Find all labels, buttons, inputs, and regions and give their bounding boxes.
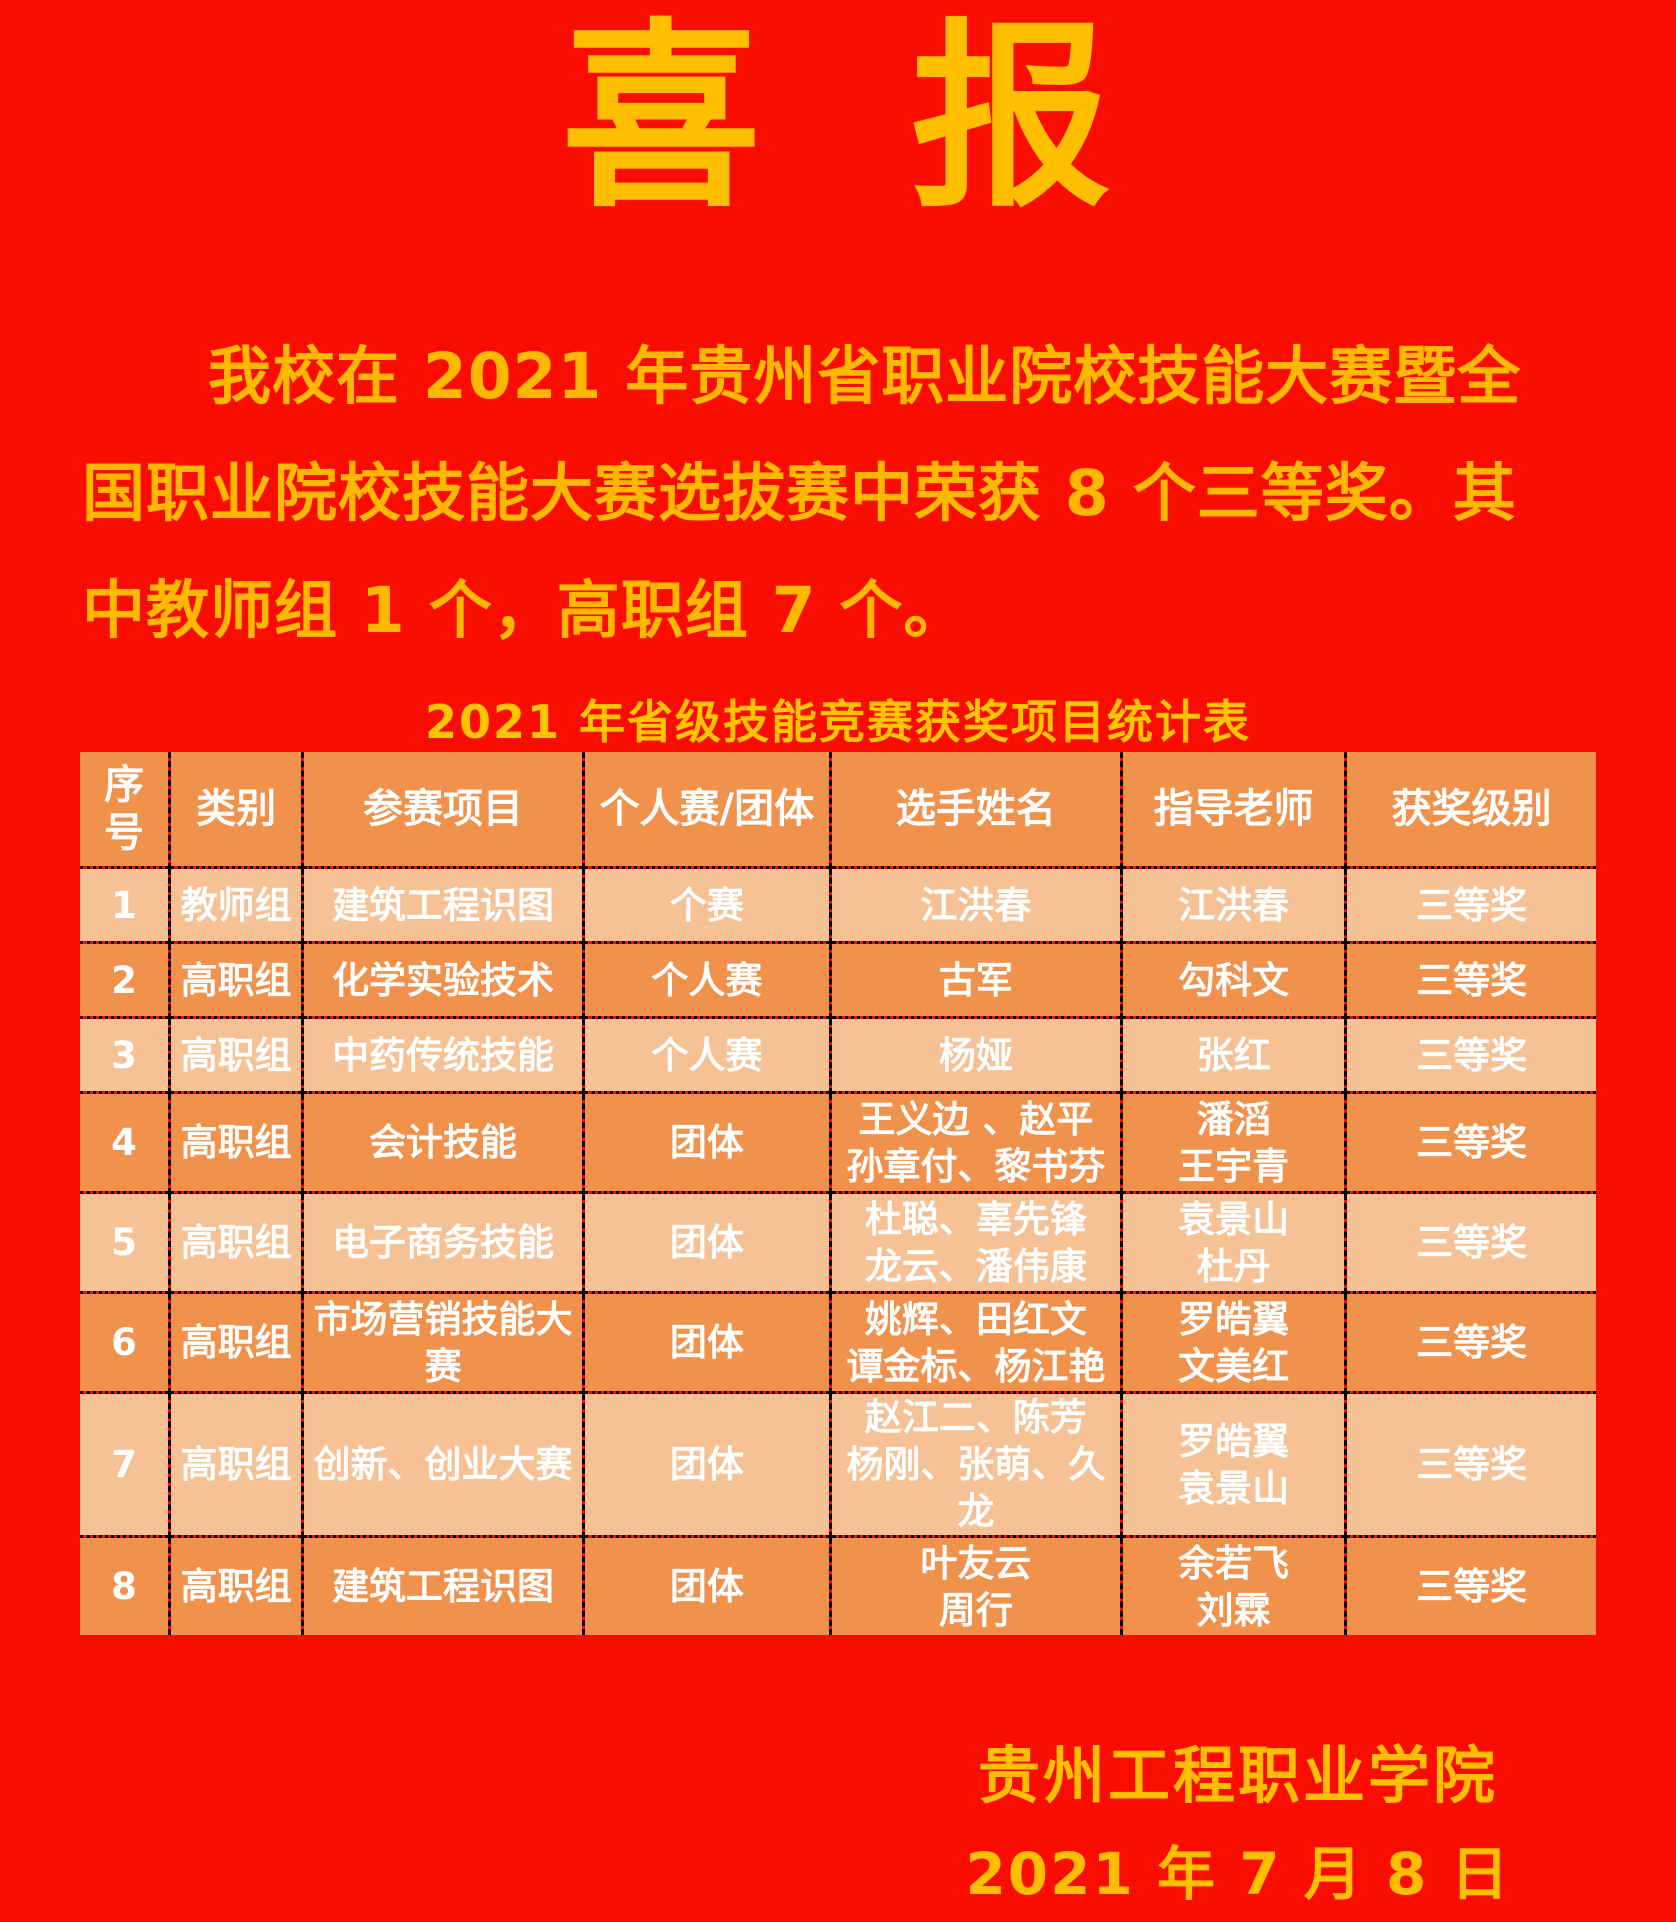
cell-award: 三等奖: [1345, 1092, 1596, 1194]
intro-paragraph: 我校在 2021 年贵州省职业院校技能大赛暨全 国职业院校技能大赛选拔赛中荣获 …: [82, 340, 1522, 647]
cell-award: 三等奖: [1345, 1017, 1596, 1094]
header-teachers: 指导老师: [1121, 752, 1348, 869]
cell-type: 团体: [583, 1536, 832, 1635]
school-name: 贵州工程职业学院: [977, 1739, 1498, 1812]
table-row: 1 教师组 建筑工程识图 个赛 江洪春 江洪春 三等奖: [80, 867, 1596, 944]
cell-project: 建筑工程识图: [302, 867, 585, 944]
cell-teachers: 张红: [1121, 1017, 1348, 1094]
table-row: 2 高职组 化学实验技术 个人赛 古军 勾科文 三等奖: [80, 942, 1596, 1019]
cell-serial: 6: [80, 1292, 171, 1394]
table-title: 2021 年省级技能竞赛获奖项目统计表: [424, 695, 1252, 749]
cell-serial: 8: [80, 1536, 171, 1635]
cell-award: 三等奖: [1345, 1392, 1596, 1538]
cell-teachers: 江洪春: [1121, 867, 1348, 944]
table-row: 3 高职组 中药传统技能 个人赛 杨娅 张红 三等奖: [80, 1017, 1596, 1094]
cell-serial: 1: [80, 867, 171, 944]
table-row: 5 高职组 电子商务技能 团体 杜聪、辜先锋 龙云、潘伟康 袁景山 杜丹 三等奖: [80, 1192, 1596, 1294]
cell-serial: 2: [80, 942, 171, 1019]
cell-serial: 3: [80, 1017, 171, 1094]
cell-players: 赵江二、陈芳 杨刚、张萌、久龙: [830, 1392, 1123, 1538]
cell-award: 三等奖: [1416, 1565, 1528, 1608]
cell-award: 三等奖: [1345, 1192, 1596, 1294]
cell-award: 三等奖: [1345, 1292, 1596, 1394]
cell-players: 杜聪、辜先锋 龙云、潘伟康: [830, 1192, 1123, 1294]
cell-award: 三等奖: [1345, 867, 1596, 944]
cell-players: 姚辉、田红文 谭金标、杨江艳: [830, 1292, 1123, 1394]
cell-teachers: 袁景山 杜丹: [1121, 1192, 1348, 1294]
cell-teachers: 勾科文: [1121, 942, 1348, 1019]
cell-teachers: 罗皓翼 文美红: [1121, 1292, 1348, 1394]
header-award: 获奖级别: [1345, 752, 1596, 869]
cell-players: 古军: [830, 942, 1123, 1019]
signature-date: 2021 年 7 月 8 日: [965, 1840, 1511, 1908]
cell-project: 中药传统技能: [302, 1017, 585, 1094]
table-header-row: 序 号 类别 参赛项目 个人赛/团体 选手姓名 指导老师 获奖级别: [80, 752, 1596, 869]
cell-type: 团体: [583, 1392, 832, 1538]
cell-category: 高职组: [169, 1536, 305, 1635]
cell-teachers: 余若飞 刘霖: [1121, 1536, 1348, 1635]
table-row: 6 高职组 市场营销技能大赛 团体 姚辉、田红文 谭金标、杨江艳 罗皓翼 文美红…: [80, 1292, 1596, 1394]
cell-type: 个人赛: [583, 942, 832, 1019]
cell-players: 江洪春: [830, 867, 1123, 944]
header-type: 个人赛/团体: [583, 752, 832, 869]
cell-teachers: 潘滔 王宇青: [1121, 1092, 1348, 1194]
cell-category: 高职组: [169, 1017, 305, 1094]
cell-serial: 4: [80, 1092, 171, 1194]
cell-project: 会计技能: [302, 1092, 585, 1194]
cell-type: 个人赛: [583, 1017, 832, 1094]
cell-players: 王义边 、赵平 孙章付、黎书芬: [830, 1092, 1123, 1194]
cell-category: 高职组: [169, 942, 305, 1019]
header-players: 选手姓名: [830, 752, 1123, 869]
cell-players: 叶友云 周行: [830, 1536, 1123, 1635]
signature-block: 贵州工程职业学院 2021 年 7 月 8 日: [880, 1726, 1596, 1922]
cell-award: 三等奖: [1345, 942, 1596, 1019]
header-category: 类别: [169, 752, 305, 869]
header-serial: 序 号: [80, 752, 171, 869]
cell-teachers: 罗皓翼 袁景山: [1121, 1392, 1348, 1538]
page-title: 喜 报: [561, 2, 1115, 235]
cell-project: 市场营销技能大赛: [302, 1292, 585, 1394]
cell-type: 团体: [583, 1192, 832, 1294]
cell-category: 高职组: [169, 1192, 305, 1294]
cell-project: 创新、创业大赛: [302, 1392, 585, 1538]
table-row: 4 高职组 会计技能 团体 王义边 、赵平 孙章付、黎书芬 潘滔 王宇青 三等奖: [80, 1092, 1596, 1194]
table-row: 7 高职组 创新、创业大赛 团体 赵江二、陈芳 杨刚、张萌、久龙 罗皓翼 袁景山…: [80, 1392, 1596, 1538]
header-project: 参赛项目: [302, 752, 585, 869]
cell-category: 高职组: [169, 1092, 305, 1194]
cell-project: 电子商务技能: [302, 1192, 585, 1294]
cell-serial: 5: [80, 1192, 171, 1294]
cell-category: 教师组: [169, 867, 305, 944]
cell-type: 个赛: [583, 867, 832, 944]
cell-type: 团体: [583, 1092, 832, 1194]
cell-players: 杨娅: [830, 1017, 1123, 1094]
cell-category: 高职组: [169, 1292, 305, 1394]
cell-project: 建筑工程识图: [302, 1536, 585, 1635]
cell-type: 团体: [583, 1292, 832, 1394]
cell-category: 高职组: [169, 1392, 305, 1538]
cell-serial: 7: [80, 1392, 171, 1538]
cell-project: 化学实验技术: [302, 942, 585, 1019]
awards-table: 序 号 类别 参赛项目 个人赛/团体 选手姓名 指导老师 获奖级别 1 教师组 …: [80, 752, 1596, 1635]
table-row: 8 高职组 建筑工程识图 团体 叶友云 周行 余若飞 刘霖 三等奖: [80, 1536, 1596, 1635]
